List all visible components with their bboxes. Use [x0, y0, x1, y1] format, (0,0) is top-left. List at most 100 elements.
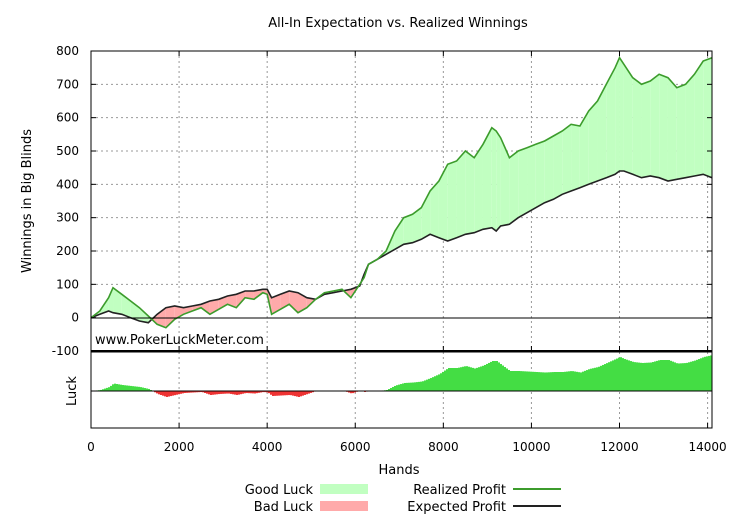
- luck-bar: [630, 361, 632, 391]
- luck-bar: [392, 386, 394, 391]
- luck-bar: [638, 362, 640, 391]
- luck-fill-segment: [403, 214, 413, 245]
- luck-bar: [480, 366, 482, 391]
- luck-bar: [536, 372, 538, 391]
- y-tick-label: 100: [56, 277, 79, 291]
- luck-bar: [552, 372, 554, 391]
- luck-bar: [446, 369, 448, 391]
- luck-bar: [174, 391, 176, 396]
- luck-bar: [310, 391, 312, 393]
- luck-bar: [580, 372, 582, 391]
- y-axis-label: Winnings in Big Blinds: [20, 129, 35, 273]
- luck-bar: [604, 364, 606, 391]
- series-line-realized-profit: [90, 56, 713, 329]
- luck-bar: [426, 379, 428, 391]
- luck-bar: [428, 378, 430, 391]
- x-axis-label: Hands: [378, 463, 419, 478]
- luck-bar: [634, 362, 636, 391]
- luck-bar: [238, 391, 240, 395]
- luck-bar: [260, 391, 262, 393]
- luck-bar: [504, 367, 506, 391]
- luck-bar: [624, 359, 626, 391]
- luck-fill-segment: [676, 84, 686, 180]
- luck-bar: [192, 391, 194, 393]
- luck-fill-segment: [456, 151, 466, 238]
- luck-bar: [444, 370, 446, 391]
- legend-good-luck-swatch: [320, 484, 368, 494]
- luck-bar: [206, 391, 208, 394]
- luck-bar: [660, 360, 662, 391]
- luck-fill-segment: [151, 314, 158, 325]
- luck-fill-segment: [500, 137, 510, 226]
- series-line-expected-profit: [90, 170, 713, 324]
- x-tick-label: 12000: [600, 440, 638, 454]
- luck-bar: [434, 376, 436, 391]
- luck-bar: [410, 382, 412, 391]
- luck-bar: [272, 391, 274, 396]
- luck-bar: [606, 363, 608, 391]
- luck-bar: [312, 391, 314, 393]
- luck-bar: [242, 391, 244, 394]
- luck-bar: [440, 373, 442, 391]
- luck-bar: [662, 360, 664, 391]
- luck-bar: [188, 391, 190, 393]
- luck-axis-label: Luck: [65, 376, 80, 406]
- luck-bar: [494, 361, 496, 391]
- luck-bar: [690, 361, 692, 391]
- luck-bar: [246, 391, 248, 394]
- luck-fill-segment: [289, 291, 298, 313]
- luck-bar: [248, 391, 250, 394]
- luck-bar: [430, 378, 432, 391]
- legend-bad-luck-label: Bad Luck: [254, 500, 314, 515]
- luck-bar: [684, 363, 686, 391]
- luck-bar: [116, 384, 118, 391]
- luck-fill-segment: [527, 144, 536, 213]
- luck-fill-segment: [632, 77, 642, 178]
- luck-bar: [280, 391, 282, 396]
- luck-bar: [618, 357, 620, 391]
- luck-bar: [484, 364, 486, 391]
- luck-bar: [518, 371, 520, 391]
- x-tick-label: 2000: [164, 440, 195, 454]
- luck-bar: [412, 382, 414, 391]
- luck-bar: [538, 372, 540, 391]
- luck-fill-segment: [298, 292, 307, 313]
- luck-fill-segment: [623, 64, 633, 175]
- luck-bar: [236, 391, 238, 395]
- luck-bar: [704, 356, 706, 391]
- luck-bar: [628, 360, 630, 391]
- luck-bar: [184, 391, 186, 393]
- luck-bar: [110, 385, 112, 391]
- luck-bar: [288, 391, 290, 396]
- luck-bar: [122, 385, 124, 391]
- luck-fill-segment: [271, 294, 281, 315]
- legend-realized-label: Realized Profit: [413, 483, 506, 498]
- luck-bar: [406, 382, 408, 391]
- luck-bar: [506, 368, 508, 391]
- luck-bar: [664, 360, 666, 391]
- luck-bar: [470, 367, 472, 391]
- luck-bar: [636, 362, 638, 391]
- luck-fill-segment: [535, 141, 545, 208]
- luck-bar: [576, 371, 578, 391]
- luck-bar: [570, 371, 572, 391]
- luck-bar: [138, 386, 140, 391]
- luck-bar: [646, 362, 648, 391]
- luck-bar: [608, 362, 610, 391]
- luck-bar: [296, 391, 298, 397]
- luck-bar: [642, 362, 644, 391]
- luck-fill-segment: [615, 57, 620, 175]
- luck-fill-segment: [667, 77, 677, 181]
- luck-bar: [234, 391, 236, 395]
- luck-bar: [284, 391, 286, 396]
- luck-bar: [166, 391, 168, 397]
- luck-bar: [582, 371, 584, 391]
- luck-bar: [168, 391, 170, 397]
- luck-bar: [176, 391, 178, 395]
- luck-bar: [562, 372, 564, 391]
- luck-bar: [708, 355, 710, 391]
- luck-fill-segment: [430, 181, 439, 238]
- luck-fill-segment: [553, 131, 563, 200]
- luck-bar: [216, 391, 218, 395]
- x-tick-label: 0: [87, 440, 95, 454]
